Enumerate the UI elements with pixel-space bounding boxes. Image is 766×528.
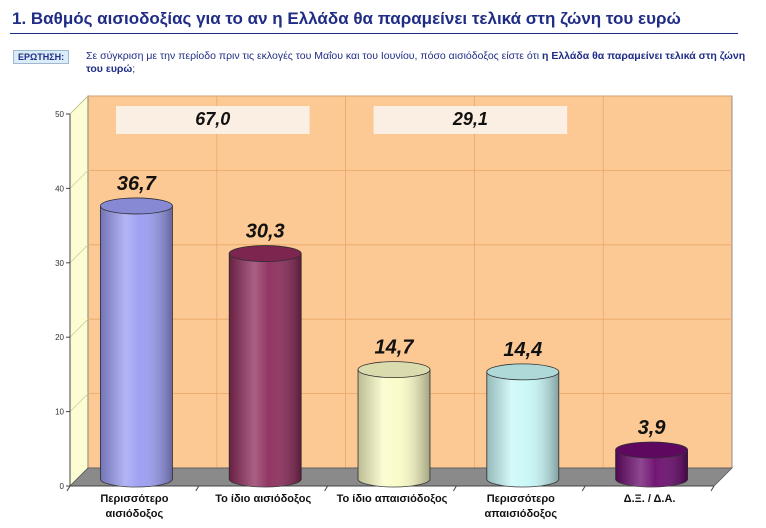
y-tick-label: 50 [55, 110, 64, 119]
question-text-bold: η Ελλάδα θα παραμείνει τελικά στη ζώνη τ… [86, 50, 746, 75]
bar-top-shade [358, 361, 430, 378]
bar-top-shade [615, 441, 688, 458]
bar-value-label: 14,4 [503, 339, 542, 361]
question-text-plain: Σε σύγκριση με την περίοδο πριν τις εκλο… [86, 50, 542, 62]
group-totals: 67,0 29,1 [116, 106, 568, 134]
bar-top [228, 245, 302, 262]
bar: 36,7 [99, 173, 173, 488]
bar-shading [100, 205, 173, 487]
x-tick-mark [195, 485, 200, 492]
bar-top-shade [486, 363, 559, 380]
bar: 30,3 [228, 221, 302, 488]
y-tick-label: 0 [60, 482, 65, 491]
y-tick-label: 40 [55, 184, 64, 193]
bar-shading [358, 369, 430, 487]
x-tick-mark [324, 485, 329, 492]
gridline-wall [69, 170, 89, 189]
chart-gridlines [69, 95, 732, 468]
y-tick-label: 10 [55, 408, 64, 417]
group-total-label: 67,0 [195, 109, 230, 129]
x-tick-mark [452, 485, 457, 492]
group-total-label: 29,1 [452, 109, 488, 129]
bar-shading [615, 449, 688, 487]
chart-bars: 36,7 30,3 14,7 14,4 3,9 [99, 173, 688, 488]
gridline-wall [69, 244, 89, 264]
bar-value-label: 30,3 [246, 221, 285, 243]
y-axis: 0 10 20 30 40 50 [55, 110, 71, 491]
x-category-label: Περισσότερο απαισιόδοξος [485, 493, 558, 520]
bar-top [99, 197, 173, 215]
bar: 14,4 [486, 339, 560, 488]
bar-value-label: 14,7 [375, 337, 415, 359]
group-total: 29,1 [373, 106, 568, 134]
chart-left-wall [69, 95, 89, 487]
gridline-wall [69, 95, 89, 115]
x-category-label: Το ίδιο αισιόδοξος [215, 493, 311, 505]
bar-shading [229, 253, 302, 487]
group-total-box [373, 106, 568, 134]
bar: 3,9 [615, 417, 688, 488]
x-category-label: Περισσότερο αισιόδοξος [100, 493, 168, 520]
bar-top [486, 363, 560, 381]
x-category-label: Το ίδιο απαισιόδοξος [337, 493, 448, 505]
bar-value-label: 3,9 [638, 417, 667, 439]
x-axis: Περισσότερο αισιόδοξος Το ίδιο αισιόδοξος Τ… [66, 485, 715, 520]
y-tick-label: 20 [55, 333, 64, 342]
y-tick-label: 30 [55, 259, 64, 268]
group-total-box [116, 106, 310, 134]
gridline-wall [69, 393, 89, 412]
question-text: Σε σύγκριση με την περίοδο πριν τις εκλο… [86, 50, 756, 76]
bar: 14,7 [357, 337, 431, 488]
bar-value-label: 36,7 [117, 173, 157, 195]
bar-top-shade [229, 245, 302, 262]
bar-top-shade [100, 197, 173, 214]
question-text-end: ; [132, 63, 136, 75]
group-total: 67,0 [116, 106, 310, 134]
bar-top [357, 361, 431, 379]
page-title: 1. Βαθμός αισιοδοξίας για το αν η Ελλάδα… [12, 9, 681, 28]
title-divider [10, 33, 738, 34]
x-tick-mark [710, 485, 715, 492]
bar-top [615, 441, 688, 459]
bar-shading [486, 371, 559, 487]
gridline-wall [69, 318, 89, 338]
x-tick-mark [581, 485, 586, 492]
question-badge: ΕΡΩΤΗΣΗ: [13, 50, 70, 64]
x-category-label: Δ.Ξ. / Δ.Α. [624, 493, 676, 505]
x-tick-mark [66, 485, 71, 492]
